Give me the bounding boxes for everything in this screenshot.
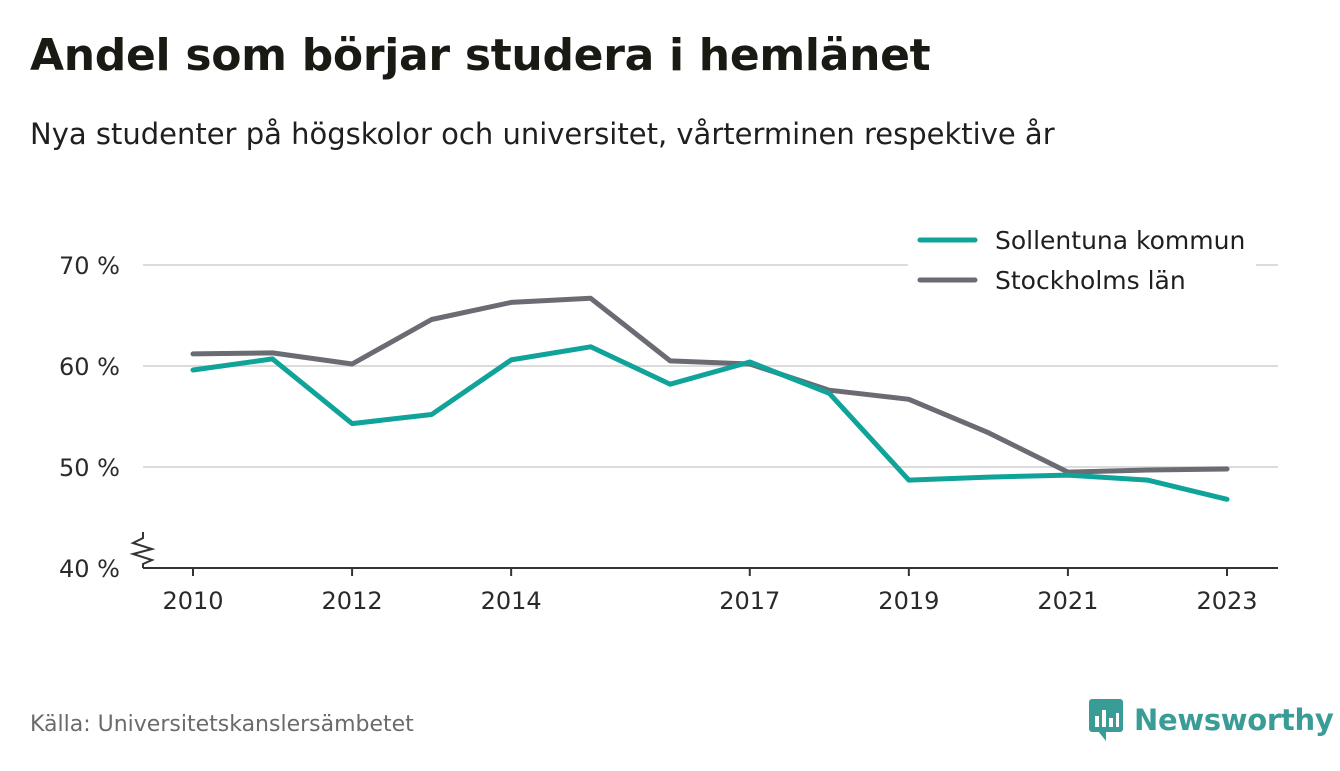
x-tick-label: 2019: [878, 587, 939, 615]
brand-logo: Newsworthy: [1088, 698, 1334, 742]
chart-title: Andel som börjar studera i hemlänet: [30, 30, 931, 81]
x-tick-label: 2021: [1037, 587, 1098, 615]
source-note: Källa: Universitetskanslersämbetet: [30, 712, 414, 737]
series-line-sollentuna-kommun: [190, 344, 1230, 502]
y-tick-label: 50 %: [59, 454, 120, 482]
series-line-stockholms-l-n: [190, 295, 1230, 475]
x-tick-label: 2023: [1196, 587, 1257, 615]
x-tick-label: 2014: [481, 587, 542, 615]
y-tick-label: 70 %: [59, 252, 120, 280]
legend-label: Stockholms län: [995, 266, 1186, 295]
y-tick-label: 60 %: [59, 353, 120, 381]
chart-subtitle: Nya studenter på högskolor och universit…: [30, 117, 1055, 151]
x-tick-label: 2012: [322, 587, 383, 615]
newsworthy-logo-icon: [1089, 699, 1123, 741]
brand-name: Newsworthy: [1134, 703, 1334, 737]
y-axis-break-icon: [129, 532, 156, 568]
y-tick-label: 40 %: [59, 555, 120, 583]
x-tick-label: 2017: [719, 587, 780, 615]
x-tick-label: 2010: [162, 587, 223, 615]
legend-label: Sollentuna kommun: [995, 226, 1245, 255]
legend-background: [908, 218, 1256, 302]
